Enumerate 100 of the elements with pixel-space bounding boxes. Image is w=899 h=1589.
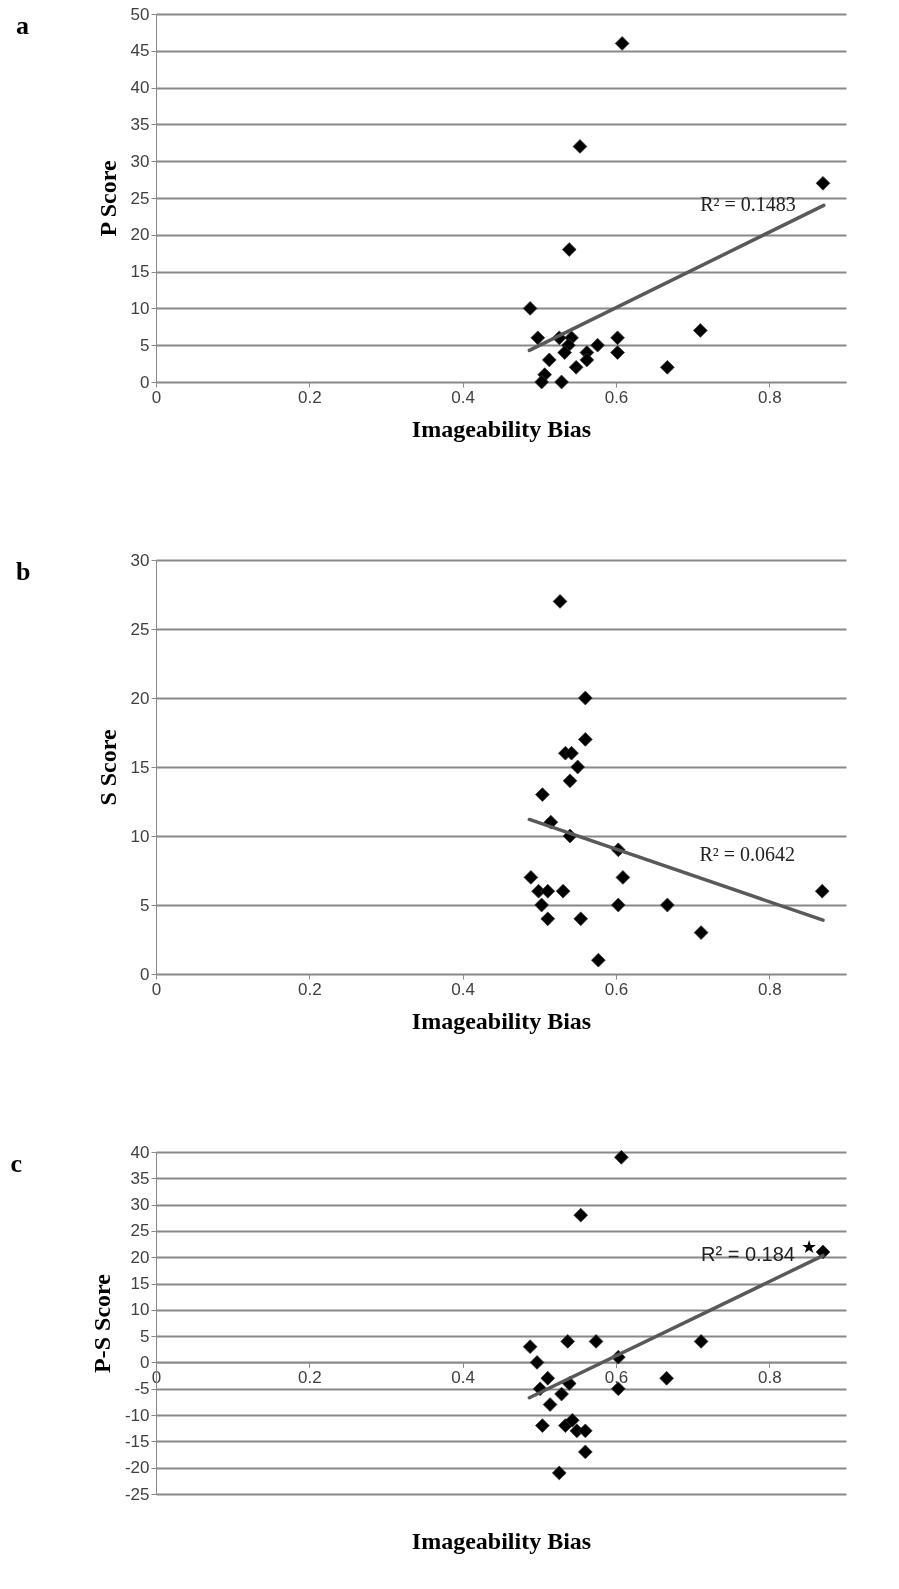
point <box>610 345 625 360</box>
x-tick-label: 0.4 <box>451 1367 475 1387</box>
y-tick-label: 0 <box>140 964 150 984</box>
x-tick-label: 0.8 <box>758 1367 782 1387</box>
point <box>522 1339 538 1354</box>
point <box>578 1423 593 1439</box>
point <box>814 883 830 899</box>
y-axis-title: S Score <box>94 729 121 806</box>
point <box>534 897 549 913</box>
y-tick-label: 35 <box>130 114 150 134</box>
y-axis-title: P-S Score <box>88 1273 115 1373</box>
x-tick-label: 0.8 <box>758 979 782 999</box>
x-tick-label: 0.6 <box>604 979 629 999</box>
y-tick-label: -15 <box>124 1431 150 1451</box>
point <box>540 1370 556 1386</box>
y-tick-label: 30 <box>130 151 150 171</box>
point <box>554 1386 569 1402</box>
point <box>523 870 539 885</box>
point <box>573 1207 589 1223</box>
point <box>693 925 709 940</box>
point <box>555 883 571 899</box>
point <box>693 323 708 338</box>
point <box>578 732 593 747</box>
point <box>615 870 631 885</box>
y-tick-label: 45 <box>130 41 150 61</box>
point <box>572 139 588 154</box>
y-tick-label: 40 <box>130 1142 150 1162</box>
point <box>534 374 549 390</box>
y-tick-label: 50 <box>130 4 150 24</box>
x-tick-label: 0.6 <box>604 387 629 407</box>
point <box>660 897 675 913</box>
chart-title: b <box>16 557 31 586</box>
point <box>565 1413 580 1428</box>
point <box>590 337 605 353</box>
point <box>578 1444 593 1460</box>
x-axis-title: Imageability Bias <box>411 1527 592 1554</box>
x-tick-label: 0.2 <box>298 979 322 999</box>
y-tick-label: 20 <box>130 1247 150 1267</box>
point <box>540 883 556 899</box>
point <box>551 1465 567 1481</box>
y-tick-label: 30 <box>130 1195 150 1215</box>
y-tick-label: 5 <box>140 895 150 915</box>
point <box>611 897 626 913</box>
x-tick-label: 0.2 <box>298 1367 322 1387</box>
point <box>522 301 538 316</box>
point <box>564 745 579 761</box>
point <box>535 1418 550 1433</box>
y-tick-label: -20 <box>124 1458 150 1478</box>
x-axis-title: Imageability Bias <box>411 415 592 442</box>
y-tick-label: 10 <box>130 826 150 846</box>
y-tick-label: 10 <box>130 298 150 318</box>
y-tick-label: 35 <box>130 1168 150 1188</box>
y-tick-label: -5 <box>134 1379 150 1399</box>
annotation: R² = 0.184 <box>701 1243 795 1266</box>
y-tick-label: -25 <box>124 1484 150 1504</box>
point <box>578 690 593 706</box>
point <box>561 242 577 257</box>
point <box>557 345 572 360</box>
x-axis-title: Imageability Bias <box>411 1007 592 1034</box>
y-tick-label: 15 <box>130 262 150 282</box>
x-tick-label: 0.4 <box>451 979 475 999</box>
point <box>591 952 606 968</box>
y-tick-label: 0 <box>140 1352 150 1372</box>
point <box>614 1149 629 1165</box>
y-tick-label: 10 <box>130 1300 150 1320</box>
y-tick-label: 25 <box>130 619 150 639</box>
point <box>660 359 675 375</box>
point <box>542 1397 558 1412</box>
x-tick-label: 0.2 <box>298 387 322 407</box>
y-tick-label: 15 <box>130 1274 150 1294</box>
point <box>562 773 578 789</box>
annotation: R² = 0.0642 <box>699 843 795 866</box>
annotation: ★ <box>801 1237 817 1258</box>
x-tick-label: 0.4 <box>451 387 475 407</box>
point <box>530 330 546 346</box>
y-tick-label: 25 <box>130 188 150 208</box>
chart-title: a <box>16 11 30 40</box>
point <box>554 374 569 390</box>
y-tick-label: 5 <box>140 1326 150 1346</box>
y-tick-label: 20 <box>130 225 150 245</box>
point <box>568 359 584 375</box>
y-axis-title: P Score <box>94 160 121 237</box>
point <box>535 787 550 802</box>
point <box>579 352 595 368</box>
y-tick-label: 40 <box>130 78 150 98</box>
point <box>540 911 556 927</box>
y-tick-label: 20 <box>130 688 150 708</box>
point <box>815 175 831 191</box>
point <box>573 911 589 927</box>
y-tick-label: 25 <box>130 1221 150 1241</box>
point <box>552 594 568 609</box>
x-tick-label: 0.8 <box>758 387 782 407</box>
x-tick-label: 0.6 <box>604 1367 629 1387</box>
point <box>693 1334 709 1349</box>
point <box>560 1334 575 1349</box>
point <box>570 759 585 775</box>
y-tick-label: 0 <box>140 372 150 392</box>
y-tick-label: -10 <box>124 1405 150 1425</box>
y-tick-label: 30 <box>130 550 150 570</box>
chart-title: c <box>10 1149 22 1178</box>
